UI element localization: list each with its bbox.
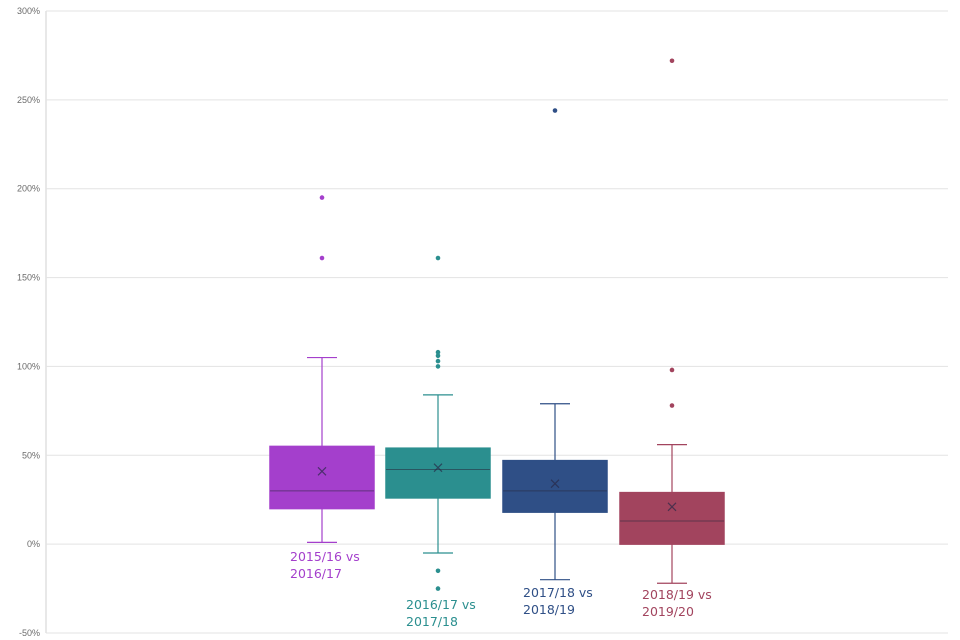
gridlines xyxy=(45,10,948,634)
boxes xyxy=(269,58,725,591)
category-label: 2017/18 xyxy=(406,614,458,629)
y-tick-label: -50% xyxy=(19,628,40,638)
outlier-point xyxy=(319,195,325,200)
category-label: 2018/19 xyxy=(523,602,575,617)
category-label: 2019/20 xyxy=(642,604,694,619)
y-tick-label: 200% xyxy=(17,184,40,194)
box-series xyxy=(502,108,608,581)
category-label: 2016/17 vs xyxy=(406,597,476,612)
outlier-point xyxy=(669,367,675,373)
y-tick-label: 50% xyxy=(22,450,40,460)
iqr-box xyxy=(385,447,491,499)
outlier-point xyxy=(435,358,441,364)
y-tick-label: 300% xyxy=(17,6,40,16)
outlier-point xyxy=(435,364,441,369)
outlier-point xyxy=(435,255,441,261)
outlier-point xyxy=(435,568,441,574)
category-label: 2016/17 xyxy=(290,566,342,581)
category-label: 2018/19 vs xyxy=(642,587,712,602)
box-series xyxy=(619,58,725,584)
category-labels: 2015/16 vs 2016/17 2016/17 vs 2017/18 2017/1… xyxy=(290,549,712,629)
y-tick-label: 150% xyxy=(17,273,40,283)
outlier-point xyxy=(319,255,325,261)
category-label: 2015/16 vs xyxy=(290,549,360,564)
iqr-box xyxy=(619,491,725,545)
outlier-point xyxy=(669,403,675,408)
iqr-box xyxy=(502,459,608,513)
mean-marker xyxy=(550,479,560,489)
y-tick-label: 0% xyxy=(27,539,40,549)
outlier-point xyxy=(435,586,441,591)
iqr-box xyxy=(269,445,375,510)
outlier-point xyxy=(435,349,441,355)
outlier-point xyxy=(435,353,441,359)
mean-marker xyxy=(317,466,327,476)
mean-marker xyxy=(667,502,677,512)
outlier-point xyxy=(552,108,558,113)
y-axis-tick-labels: -50% 0% 50% 100% 150% 200% 250% 300% xyxy=(17,6,40,638)
y-tick-label: 250% xyxy=(17,95,40,105)
y-tick-label: 100% xyxy=(17,361,40,371)
outlier-point xyxy=(669,58,675,64)
mean-marker xyxy=(433,463,443,473)
box-series xyxy=(269,195,375,543)
box-series xyxy=(385,255,491,591)
category-label: 2017/18 vs xyxy=(523,585,593,600)
